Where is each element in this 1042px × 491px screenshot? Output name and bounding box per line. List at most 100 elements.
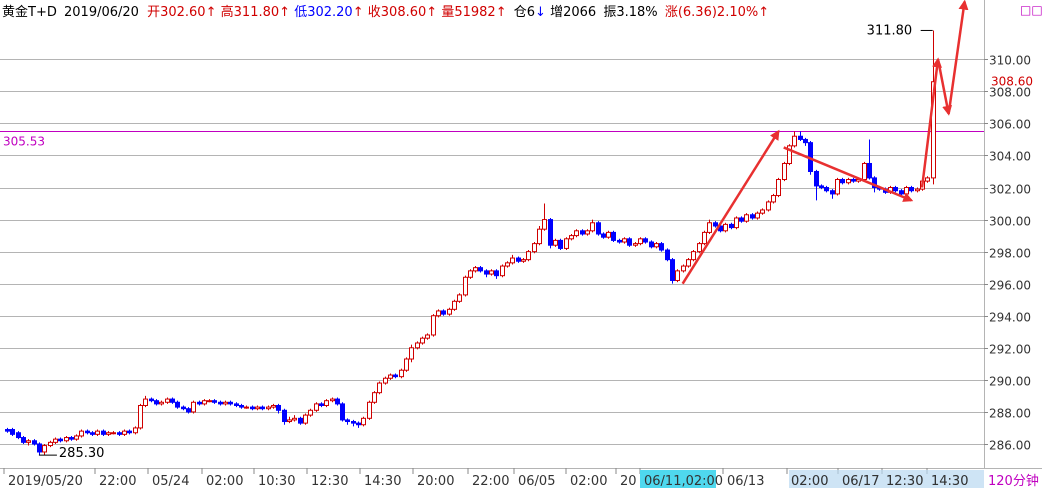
trend-arrow (947, 0, 969, 114)
open-label: 开 (147, 5, 160, 20)
candle (776, 177, 781, 198)
candle (223, 400, 228, 406)
candle (345, 418, 350, 425)
candle (638, 237, 643, 246)
candle (862, 161, 867, 182)
candle (824, 185, 829, 193)
candle (95, 429, 100, 436)
low-up-arrow: ↑ (353, 5, 364, 20)
candle (542, 203, 547, 231)
candle (532, 242, 537, 254)
candle (202, 399, 207, 406)
y-tick-label: 304.00 (989, 150, 1031, 164)
change-value: (6.36)2.10% (678, 5, 758, 20)
candle (287, 416, 292, 424)
x-tick-label: 2019/05/20 (8, 474, 83, 489)
candle (798, 131, 803, 142)
timeframe-toggle-button[interactable]: □□ (1020, 3, 1042, 17)
position-down-arrow: ↓ (535, 5, 546, 20)
candle (707, 219, 712, 234)
candle (197, 400, 202, 406)
candle (303, 413, 308, 425)
candle (835, 177, 840, 196)
candle (415, 341, 420, 350)
candle (760, 208, 765, 215)
candle (143, 395, 148, 408)
y-tick-label: 306.00 (989, 118, 1031, 132)
y-tick-label: 290.00 (989, 375, 1031, 389)
candle (159, 400, 164, 406)
candle (484, 269, 489, 278)
change-label: 涨 (665, 5, 678, 20)
x-tick-label: 05/24 (152, 474, 189, 489)
candle (117, 431, 122, 436)
candle (782, 161, 787, 182)
candle (452, 299, 457, 311)
y-tick-label: 294.00 (989, 311, 1031, 325)
x-tick-label: 06/13 (727, 474, 764, 489)
reference-line-label: 305.53 (3, 135, 45, 149)
extreme-annotations: 311.80 285.30 (38, 23, 933, 461)
candle (601, 232, 606, 239)
candle (250, 405, 255, 411)
candle (106, 431, 111, 436)
candle (840, 177, 845, 185)
candle (138, 403, 143, 430)
candle (404, 357, 409, 372)
increase-label: 增 (550, 5, 563, 20)
candle (590, 219, 595, 233)
close-label: 收 (368, 5, 381, 20)
candle (558, 238, 563, 251)
candle (122, 429, 127, 436)
candle (292, 415, 297, 422)
candle (500, 264, 505, 278)
horizontal-gridlines (0, 59, 984, 445)
candle (212, 399, 217, 404)
candle (814, 169, 819, 201)
x-tick-label-overlay: 12:30 (886, 474, 923, 489)
candle (218, 400, 223, 406)
candle (79, 429, 84, 438)
candle (154, 399, 159, 406)
candle (633, 242, 638, 247)
candle (713, 221, 718, 228)
x-tick-label: 20:00 (417, 474, 454, 489)
candle (505, 261, 510, 268)
candle (234, 402, 239, 408)
reference-line: 305.53 (0, 131, 984, 149)
low-label: 低 (294, 5, 307, 20)
candle (675, 269, 680, 283)
candle (478, 266, 483, 273)
volume-up-arrow: ↑ (496, 5, 507, 20)
x-tick-label: 14:30 (364, 474, 401, 489)
candle (904, 185, 909, 196)
candle (691, 250, 696, 262)
candle (239, 403, 244, 409)
high-label: 高 (221, 4, 234, 20)
candle (372, 391, 377, 404)
candle (383, 376, 388, 385)
candle (899, 189, 904, 196)
candle (319, 402, 324, 408)
position-value: 6 (527, 5, 535, 20)
x-tick-label: 02:00 (570, 474, 607, 489)
candle (37, 442, 42, 456)
candle (16, 431, 21, 440)
candle (64, 435, 69, 443)
period-label[interactable]: 120分钟 (988, 473, 1039, 489)
high-value: 311.80 (234, 5, 280, 20)
header-info: 黄金T+D 2019/06/20 开302.60↑ 高311.80↑ 低302.… (2, 4, 769, 20)
x-tick-label: 02:00 (206, 474, 243, 489)
candle (510, 254, 515, 265)
candle (564, 237, 569, 251)
candle (85, 429, 90, 435)
candle (42, 443, 47, 456)
candle (276, 403, 281, 414)
candle (266, 405, 271, 411)
volume-value: 51982 (454, 5, 495, 20)
candle (111, 431, 116, 435)
position-label: 仓 (514, 5, 527, 20)
candle (58, 437, 63, 443)
increase-value: 2066 (563, 5, 596, 20)
